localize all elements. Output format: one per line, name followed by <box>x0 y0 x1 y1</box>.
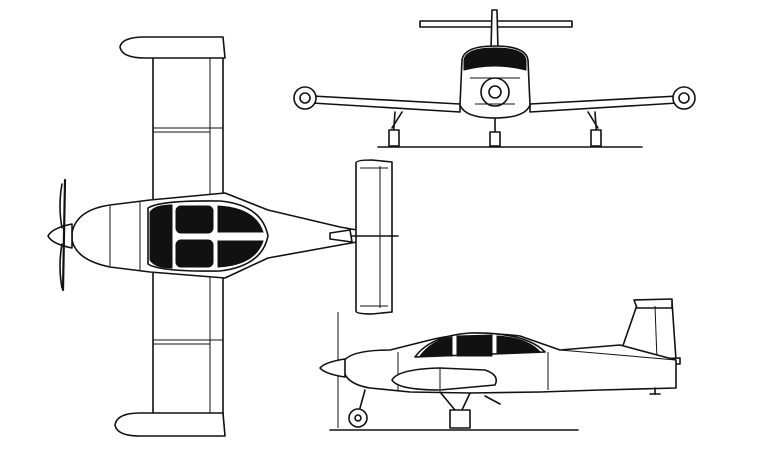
top-view-canopy-window <box>217 240 264 268</box>
top-view-canopy-window <box>175 205 214 234</box>
top-view-upper-wing <box>152 54 224 206</box>
side-view <box>319 298 681 431</box>
top-view-lower-tip-tank <box>114 412 226 437</box>
top-view-canopy-window <box>175 239 214 268</box>
front-view-wing-right <box>529 95 679 113</box>
top-view-canopy-window <box>217 205 264 233</box>
top-view-horizontal-tail <box>355 159 393 315</box>
top-view-canopy-window <box>149 204 173 269</box>
top-view-propeller <box>61 178 67 292</box>
front-view-landing-gear <box>388 111 602 147</box>
front-view-windshield <box>463 47 527 71</box>
side-view-window <box>418 336 453 357</box>
top-view-spinner <box>47 223 73 249</box>
front-view <box>293 9 696 148</box>
side-view-window <box>496 335 542 355</box>
top-view-lower-wing <box>152 269 224 421</box>
side-view-spinner <box>319 358 346 378</box>
top-view-upper-tip-tank <box>119 36 226 59</box>
front-view-wing-left <box>311 95 461 113</box>
side-view-tip-tank <box>391 367 498 391</box>
side-view-landing-gear <box>348 389 501 429</box>
side-view-window <box>456 334 493 357</box>
top-view <box>47 36 399 437</box>
